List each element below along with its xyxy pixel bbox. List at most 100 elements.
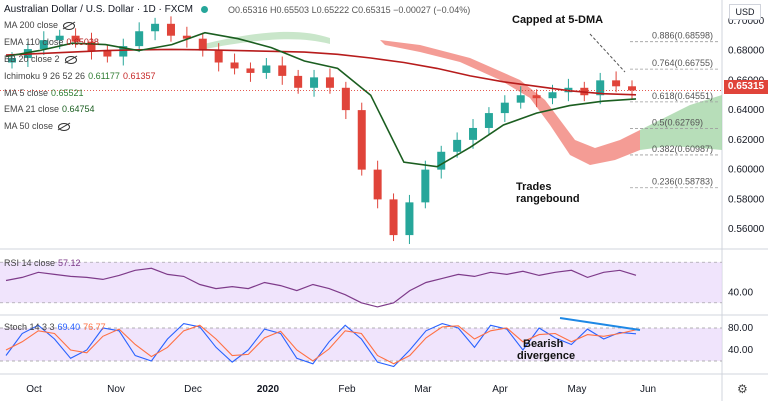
legend-bb-label: BB 20 close 2 [4,54,60,64]
legend-stoch-d-value: 76.77 [83,322,106,332]
x-tick-label: Oct [26,384,42,395]
symbol-title: Australian Dollar / U.S. Dollar · 1D · F… [4,4,193,15]
candle-body [230,62,239,69]
legend-ema110-value: 0.65028 [66,37,99,47]
legend-ema110-label: EMA 110 close [4,37,64,47]
candle-body [119,46,128,57]
legend-ichimoku[interactable]: Ichimoku 9 26 52 26 0.61177 0.61357 [4,71,155,81]
annotation-bearish: Bearish [523,338,564,350]
legend-stoch-k-value: 69.40 [57,322,81,332]
legend-ma5[interactable]: MA 5 close 0.65521 [4,88,84,98]
candle-body [612,80,621,87]
candle-body [198,38,207,51]
gear-icon[interactable]: ⚙ [737,382,748,396]
legend-ema21-value: 0.64754 [62,104,95,114]
x-tick-label: May [568,384,587,395]
candle-body [87,41,96,51]
candle-body [246,68,255,73]
legend-rsi-label: RSI 14 close [4,258,56,268]
stoch-tick-label: 40.00 [728,345,753,356]
candle-body [373,169,382,200]
stoch-line [5,324,637,365]
candle-body [453,139,462,152]
candle-body [278,65,287,76]
fib-label: 0.382(0.60987) [652,144,713,154]
candle-body [135,31,144,47]
candle-body [71,35,80,42]
candle-body [182,35,191,39]
candle-body [262,65,271,73]
ema-line [5,48,637,96]
legend-ichimoku-value-2: 0.61357 [122,71,156,81]
legend-ema21-label: EMA 21 close [4,104,60,114]
legend-ma5-label: MA 5 close [4,88,49,98]
annotation-trades: Trades [516,181,552,193]
currency-button[interactable]: USD [729,4,761,20]
rsi-line [5,267,637,308]
legend-ma50-label: MA 50 close [4,121,54,131]
legend-stoch[interactable]: Stoch 14 3 3 69.40 76.77 [4,322,106,332]
x-tick-label: Nov [107,384,125,395]
annotation-rangebound: rangebound [516,193,580,205]
x-tick-label: Jun [640,384,656,395]
legend-bb[interactable]: BB 20 close 2 [4,54,77,64]
candle-body [516,95,525,103]
x-tick-label: Dec [184,384,202,395]
annotation-capped: Capped at 5-DMA [512,14,604,26]
x-tick-label: 2020 [257,384,280,395]
legend-ma50[interactable]: MA 50 close [4,121,71,131]
y-tick-label: 0.58000 [728,194,765,205]
candle-body [421,169,430,203]
candle-body [214,50,223,63]
legend-ma200[interactable]: MA 200 close [4,20,76,30]
legend-ma5-value: 0.65521 [51,88,84,98]
fib-label: 0.236(0.58783) [652,177,713,187]
rsi-band [0,262,722,303]
x-tick-label: Apr [492,384,508,395]
ema-line [5,31,637,168]
legend-ema110[interactable]: EMA 110 close 0.65028 [4,37,99,47]
hidden-eye-icon[interactable] [63,21,76,30]
legend-ichimoku-label: Ichimoku 9 26 52 26 [4,71,86,81]
candle-body [548,92,557,99]
legend-ichimoku-value-1: 0.61177 [88,71,120,81]
market-status-icon [200,5,208,13]
ohlc-readout: O0.65316 H0.65503 L0.65222 C0.65315 −0.0… [228,5,471,15]
y-tick-label: 0.60000 [728,165,765,176]
candle-body [596,80,605,96]
fib-label: 0.5(0.62769) [652,117,703,127]
candle-body [405,202,414,236]
stoch-line [5,323,637,368]
ichimoku-cloud-bearish [380,40,640,165]
x-tick-label: Mar [414,384,432,395]
candle-body [341,87,350,111]
y-tick-label: 0.68000 [728,46,765,57]
annotation-divergence: divergence [517,350,576,362]
candle-body [532,95,541,99]
chart-title: Australian Dollar / U.S. Dollar · 1D · F… [4,4,208,15]
hidden-eye-icon[interactable] [58,122,71,131]
candle-body [310,77,319,88]
candle-body [325,77,334,88]
candle-body [500,102,509,114]
legend-ma200-label: MA 200 close [4,20,59,30]
divergence-line [559,317,641,331]
candle-body [166,23,175,36]
legend-rsi[interactable]: RSI 14 close 57.12 [4,258,81,268]
y-tick-label: 0.70000 [728,16,765,27]
legend-stoch-label: Stoch 14 3 3 [4,322,55,332]
legend-ema21[interactable]: EMA 21 close 0.64754 [4,104,95,114]
candle-body [8,58,16,63]
ichimoku-cloud-early [200,31,330,50]
candle-body [437,151,446,170]
candle-body [103,50,112,57]
candle-body [39,40,48,50]
candle-body [389,199,398,236]
y-tick-label: 0.56000 [728,224,765,235]
hidden-eye-icon[interactable] [64,55,77,64]
fib-label: 0.618(0.64551) [652,91,713,101]
x-tick-label: Feb [338,384,356,395]
candle-body [357,110,366,170]
